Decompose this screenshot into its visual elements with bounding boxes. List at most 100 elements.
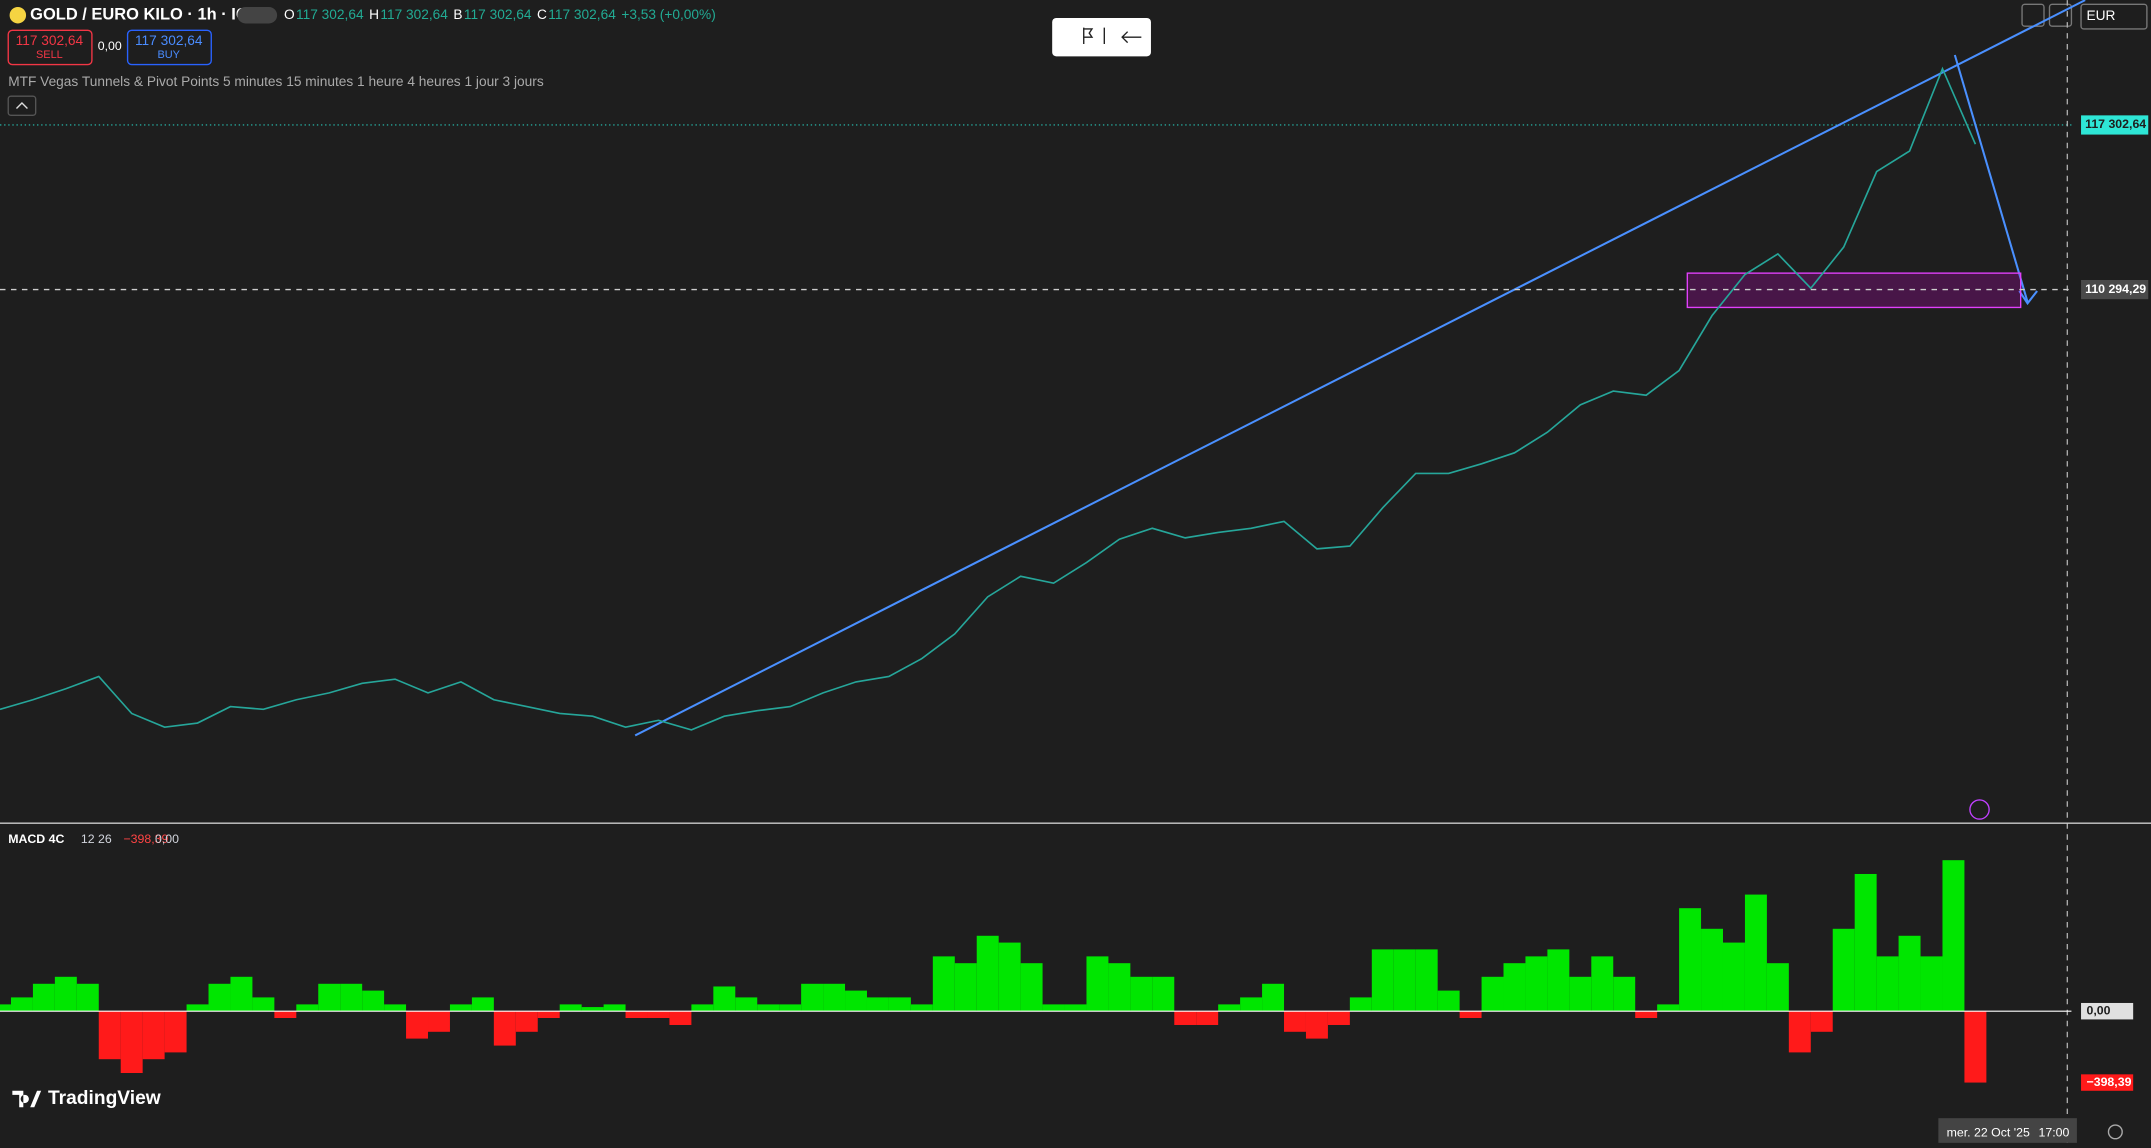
macd-bar [669, 1011, 692, 1025]
macd-bar [537, 1011, 560, 1019]
macd-bar [515, 1011, 538, 1032]
toolbar-icons [1083, 27, 1142, 45]
macd-bar [76, 983, 99, 1012]
macd-bar [1942, 860, 1965, 1012]
zone-box[interactable] [1686, 272, 2022, 309]
change: +3,53 (+0,00%) [621, 7, 715, 22]
symbol[interactable]: GOLD / EURO KILO · 1h · ICE [30, 6, 259, 24]
trend-line[interactable] [634, 0, 2086, 737]
macd-bar [910, 1004, 933, 1012]
macd-bar [1525, 956, 1548, 1012]
macd-bar [1240, 997, 1263, 1012]
date: mer. 22 Oct '25 [1947, 1126, 2030, 1140]
ohlc-value: 117 302,64 [548, 7, 616, 22]
macd-bar [1679, 908, 1702, 1012]
macd-bar [1130, 976, 1153, 1012]
currency-select[interactable] [2080, 3, 2148, 30]
macd-bar [318, 983, 341, 1012]
macd-bar [471, 997, 494, 1012]
macd-bar [1327, 1011, 1350, 1025]
chevron [15, 102, 28, 109]
collapse-button[interactable] [7, 95, 37, 117]
macd-bar [340, 983, 363, 1012]
macd-bar [1086, 956, 1109, 1012]
ohlc-value: 117 302,64 [380, 7, 448, 22]
macd-bar [1284, 1011, 1306, 1032]
sell-price: 117 302,64 [16, 33, 84, 48]
reset-button[interactable] [2048, 3, 2073, 27]
sell-label: SELL [36, 49, 63, 61]
macd-bar [1898, 935, 1921, 1012]
macd-bar [1657, 1004, 1680, 1012]
macd-bar [1766, 963, 1789, 1012]
macd-bar [1788, 1011, 1811, 1053]
macd-signal: 0,00 [155, 832, 179, 846]
logo-icon [12, 1090, 42, 1108]
macd-value: −398,39 [123, 832, 168, 846]
price-line [0, 66, 1977, 731]
macd-bar [384, 1004, 407, 1012]
macd-bar [1415, 949, 1438, 1012]
buy-button[interactable] [126, 29, 212, 66]
axis-label-bg [2081, 1074, 2134, 1091]
macd-bar [1481, 976, 1504, 1012]
macd-bar [274, 1011, 297, 1019]
price-pane: 117 302,64 110 294,29 [0, 66, 2149, 731]
macd-bar [1832, 928, 1855, 1012]
macd-bar [186, 1004, 209, 1012]
macd-bar [1569, 976, 1592, 1012]
macd-bar [208, 983, 231, 1012]
axis-label-bg [2081, 1002, 2134, 1020]
axis-label: 0,00 [2087, 1003, 2111, 1017]
time: 17:00 [2039, 1126, 2070, 1140]
spread: 0,00 [98, 39, 122, 53]
macd-bar [1701, 928, 1723, 1012]
macd-title: MACD 4C [8, 832, 64, 846]
currency: EUR [2087, 8, 2116, 23]
ohlc-key: O [284, 7, 295, 22]
toggle[interactable] [237, 6, 278, 24]
ohlc-key: B [453, 7, 462, 22]
macd-bar [691, 1004, 714, 1012]
macd-bar [1393, 949, 1416, 1012]
logo[interactable]: TradingView [48, 1088, 161, 1109]
ohlc-value: 117 302,64 [464, 7, 532, 22]
macd-bar [757, 1004, 780, 1012]
macd-bar [1810, 1011, 1833, 1032]
macd-bar [976, 935, 999, 1012]
axis-label: −398,39 [2087, 1075, 2132, 1089]
macd-bar [779, 1004, 802, 1012]
sell-button[interactable] [7, 29, 93, 66]
macd-bar [120, 1011, 143, 1073]
alert-icon[interactable] [1969, 799, 1990, 820]
macd-bar [32, 983, 55, 1012]
macd-bar [713, 986, 736, 1012]
axis-label: 110 294,29 [2085, 282, 2146, 296]
macd-bar [866, 997, 889, 1012]
macd-bar [1744, 894, 1767, 1012]
macd-bar [932, 956, 955, 1012]
macd-bar [230, 976, 253, 1012]
macd-bar [1108, 963, 1131, 1012]
macd-bar [1020, 963, 1043, 1012]
arrow-head [2018, 290, 2038, 306]
macd-bar [1064, 1004, 1087, 1012]
forecast-arrow[interactable] [1953, 54, 2029, 303]
macd-bar [1174, 1011, 1197, 1025]
drawing-toolbar[interactable] [1052, 17, 1151, 57]
macd-bar [164, 1011, 187, 1053]
macd-bar [428, 1011, 450, 1032]
macd-bar [0, 1004, 11, 1012]
macd-bar [10, 997, 33, 1012]
ohlc-key: H [369, 7, 379, 22]
settings-icon[interactable] [2107, 1124, 2123, 1140]
time-box [1938, 1118, 2077, 1143]
macd-bar [1635, 1011, 1658, 1019]
macd-bar [1547, 949, 1570, 1012]
ohlc-value: 117 302,64 [296, 7, 364, 22]
macd-bar [1722, 942, 1745, 1012]
macd-bar [1152, 976, 1175, 1012]
macd-bar [801, 983, 824, 1012]
